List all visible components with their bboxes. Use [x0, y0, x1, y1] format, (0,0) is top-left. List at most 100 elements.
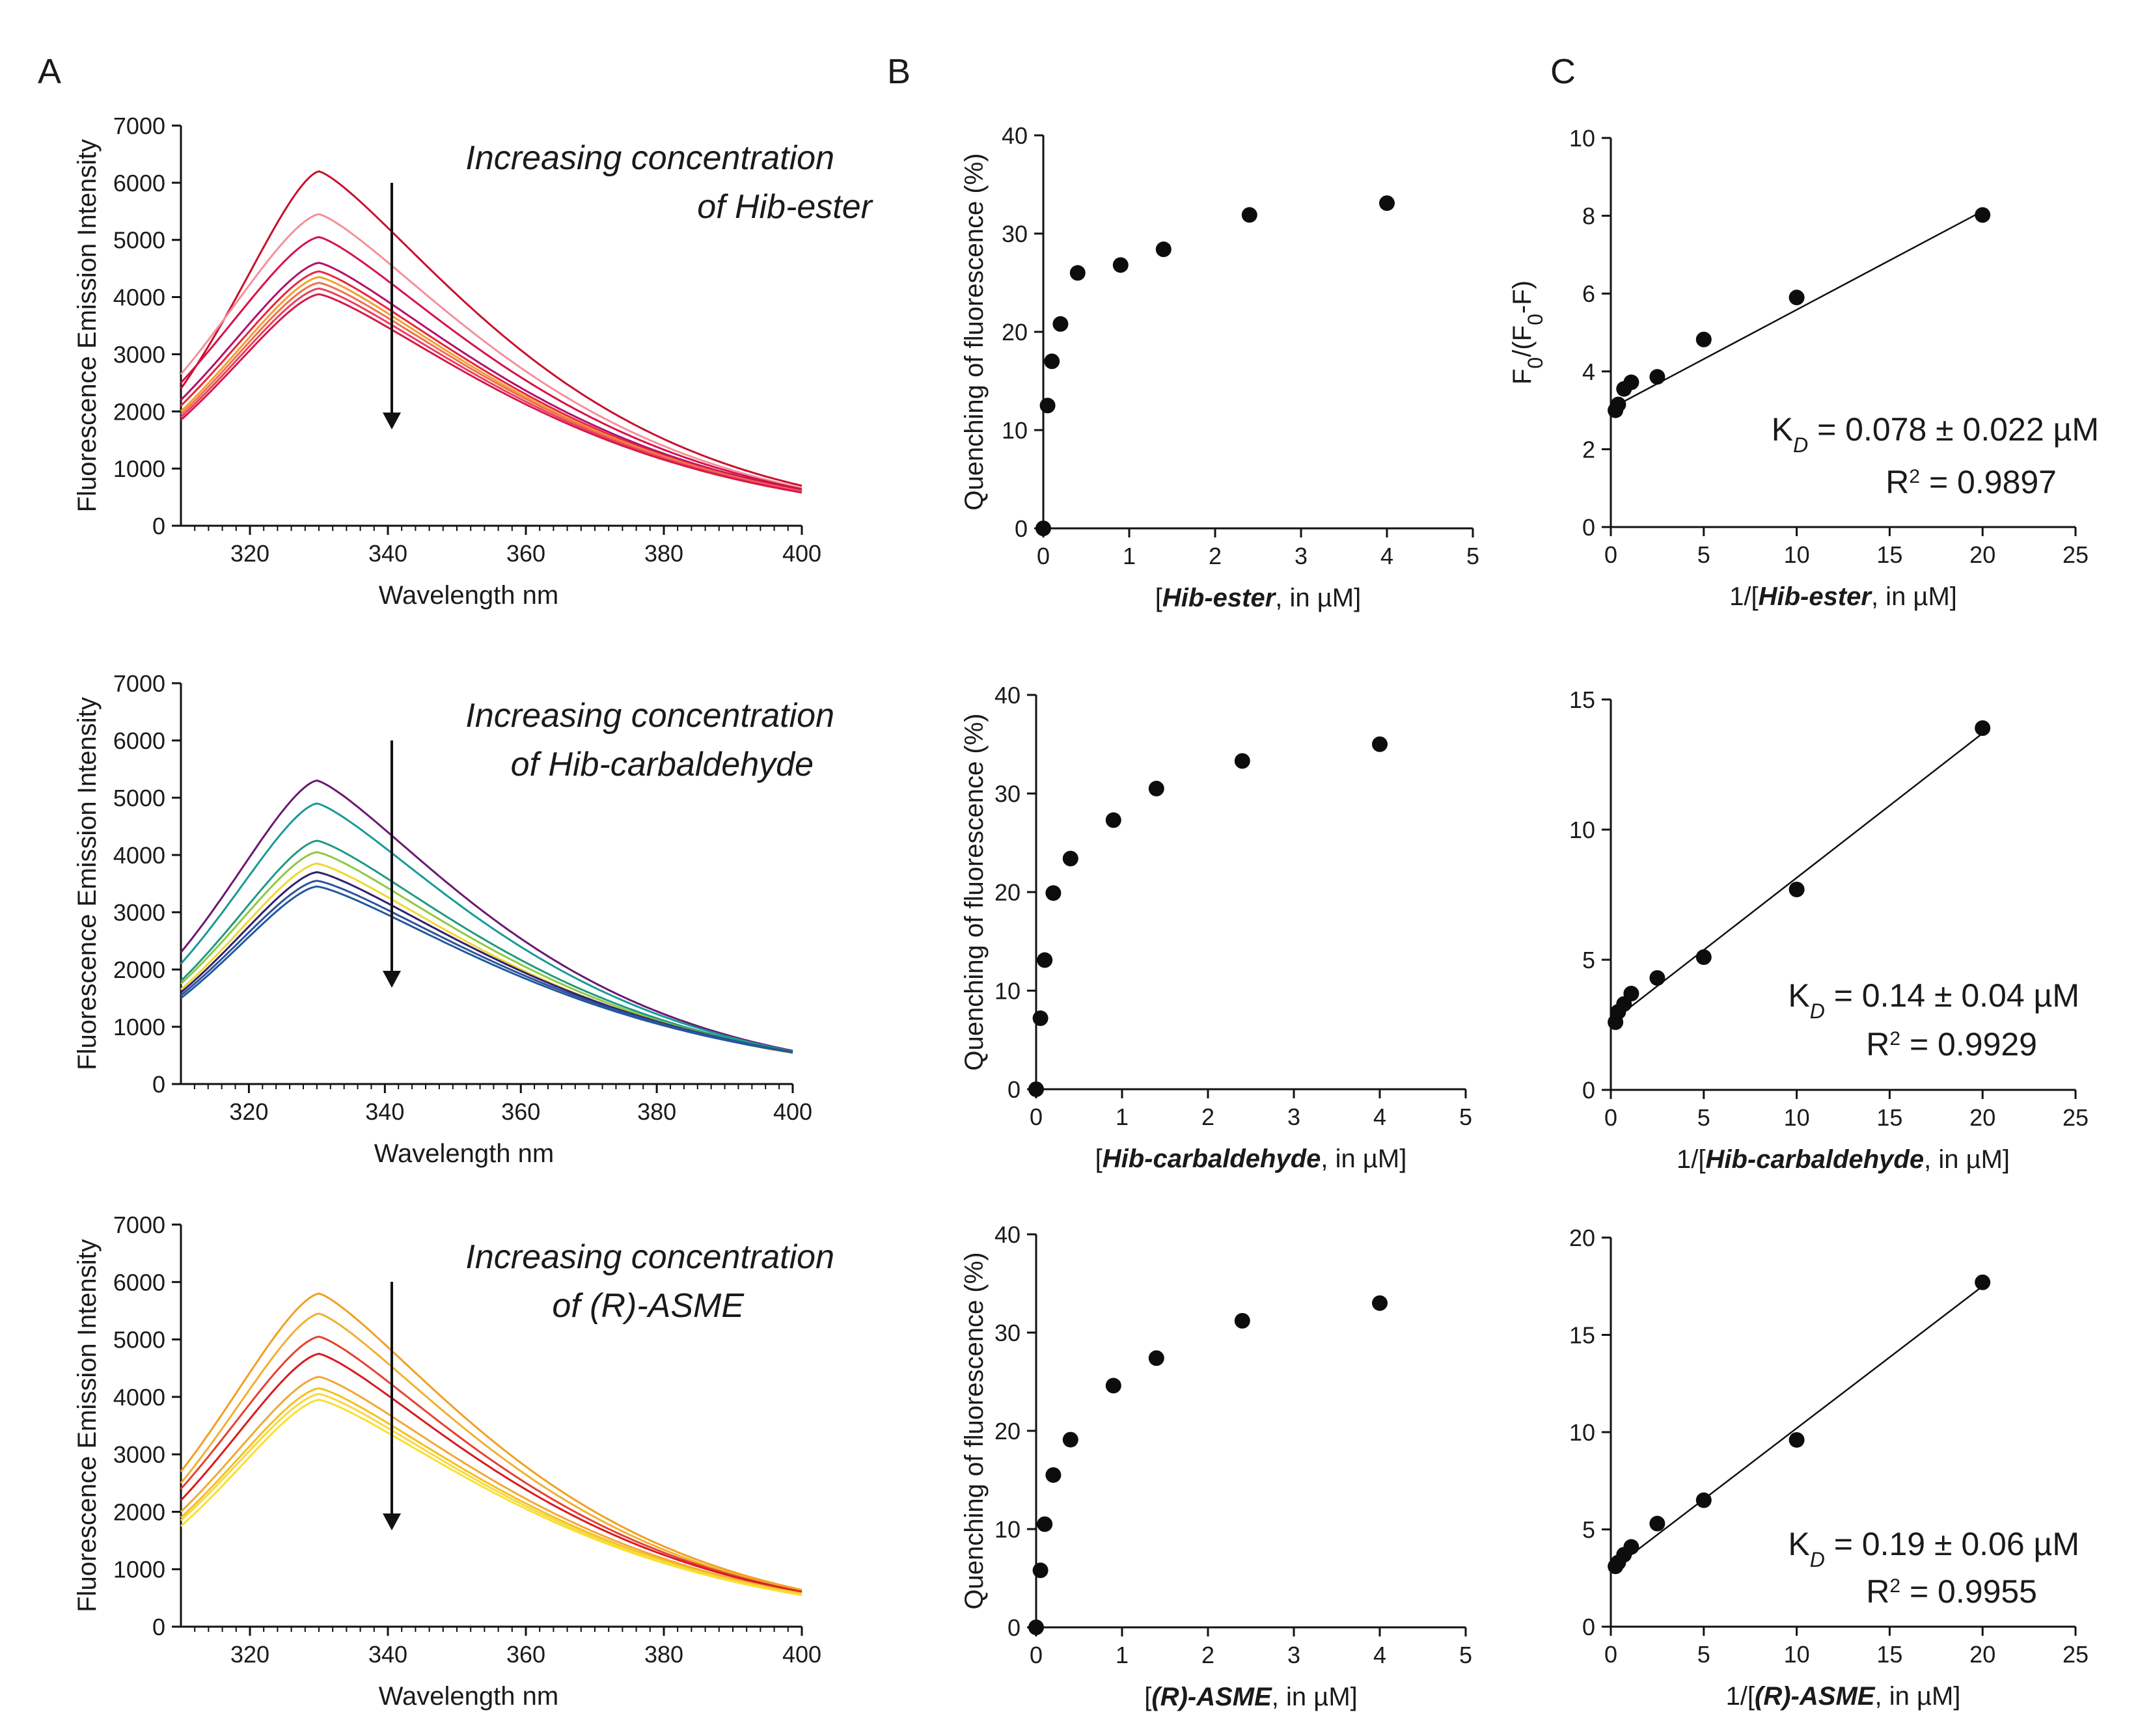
data-point	[1379, 195, 1395, 211]
y-tick-label: 0	[1007, 1076, 1021, 1103]
y-axis-label: Fluorescence Emission Intensity	[73, 139, 102, 513]
x-tick-label: 3	[1287, 1104, 1300, 1130]
x-tick-label: 25	[2063, 1641, 2089, 1668]
annotation-line-2: of Hib-carbaldehyde	[511, 746, 814, 783]
spectrum-line-c5	[180, 270, 802, 492]
r-squared-value: R2 = 0.9955	[1866, 1573, 2037, 1610]
x-axis-label: 1/[Hib-carbaldehyde, in µM]	[1677, 1145, 2010, 1174]
y-tick-label: 20	[994, 879, 1021, 906]
spectrum-line-c1	[180, 170, 802, 487]
data-point	[1623, 374, 1639, 390]
x-axis-label: Wavelength nm	[374, 1139, 554, 1168]
y-tick-label: 2	[1582, 436, 1595, 463]
panel-letter-b: B	[887, 52, 911, 91]
arrow-head	[383, 1513, 401, 1530]
x-tick-label: 380	[637, 1098, 676, 1125]
spectrum-line-c2	[180, 802, 793, 1053]
y-tick-label: 4000	[113, 842, 165, 869]
data-point	[1105, 812, 1121, 828]
x-tick-label: 5	[1459, 1642, 1472, 1668]
y-tick-label: 20	[1002, 319, 1028, 346]
chart-a3: 320 340 360 380 4000100020003000400050006000…	[73, 1212, 834, 1711]
y-axis-label: Fluorescence Emission Intensity	[73, 1239, 102, 1612]
data-point	[1062, 1431, 1078, 1448]
data-point	[1695, 949, 1712, 965]
y-tick-label: 0	[1007, 1614, 1021, 1641]
x-tick-label: 5	[1466, 543, 1479, 569]
annotation-line-1: Increasing concentration	[465, 697, 834, 735]
y-tick-label: 6000	[113, 1269, 165, 1295]
y-tick-label: 0	[1582, 1077, 1595, 1104]
y-tick-label: 3000	[113, 899, 165, 926]
data-point	[1037, 1516, 1053, 1532]
y-tick-label: 0	[1015, 515, 1028, 542]
x-tick-label: 4	[1373, 1104, 1386, 1130]
y-tick-label: 2000	[113, 398, 165, 425]
data-point	[1045, 1467, 1062, 1483]
y-tick-label: 5	[1582, 1517, 1595, 1543]
x-tick-label: 1	[1116, 1642, 1129, 1668]
y-tick-label: 6000	[113, 170, 165, 197]
annotation-line-1: Increasing concentration	[465, 139, 834, 177]
y-axis-label: Quenching of fluorescence (%)	[960, 1252, 989, 1609]
kd-value: KD = 0.078 ± 0.022 µM	[1772, 411, 2099, 457]
data-point	[1695, 331, 1712, 347]
fit-line	[1610, 733, 1983, 1023]
y-tick-label: 30	[994, 1320, 1021, 1346]
chart-b3: 0 1 2 3 4 5 0 10 20 30 40 [(R)-ASME, in µM] Quenchin…	[960, 1221, 1472, 1711]
y-tick-label: 15	[1569, 1322, 1595, 1349]
x-tick-label: 320	[230, 1641, 269, 1668]
data-point	[1028, 1081, 1044, 1097]
data-point	[1372, 1295, 1388, 1311]
spectrum-line-c8	[180, 885, 793, 1054]
data-point	[1035, 521, 1051, 536]
data-point	[1623, 1539, 1639, 1555]
data-point	[1372, 736, 1388, 752]
x-tick-label: 15	[1876, 1641, 1902, 1668]
chart-b2: 0 1 2 3 4 5 0 10 20 30 40 [Hib-carbaldehyde, in µM]…	[960, 682, 1472, 1173]
x-tick-label: 10	[1784, 1641, 1810, 1668]
x-tick-label: 340	[365, 1098, 404, 1125]
data-point	[1028, 1620, 1044, 1635]
annotation-line-2: of Hib-ester	[697, 188, 873, 226]
y-tick-label: 40	[1002, 122, 1028, 149]
y-tick-label: 7000	[113, 113, 165, 139]
data-point	[1241, 207, 1257, 223]
x-tick-label: 360	[501, 1098, 540, 1125]
x-axis-label: [Hib-carbaldehyde, in µM]	[1095, 1145, 1407, 1173]
spectrum-line-c1	[180, 1292, 802, 1591]
spectrum-line-c3	[180, 1335, 802, 1593]
spectrum-line-c3	[180, 839, 793, 1053]
y-tick-label: 10	[1002, 417, 1028, 444]
y-tick-label: 1000	[113, 455, 165, 482]
spectrum-line-c7	[180, 282, 802, 493]
x-tick-label: 20	[1969, 541, 1995, 568]
data-point	[1975, 207, 1991, 223]
spectrum-line-c7	[180, 880, 793, 1053]
y-tick-label: 6	[1582, 280, 1595, 307]
spectrum-line-c1	[180, 780, 793, 1052]
y-tick-label: 3000	[113, 341, 165, 368]
y-tick-label: 10	[994, 978, 1021, 1005]
x-tick-label: 1	[1116, 1104, 1129, 1130]
spectrum-line-c5	[180, 1376, 802, 1595]
y-tick-label: 1000	[113, 1014, 165, 1040]
y-tick-label: 10	[1569, 1419, 1595, 1446]
chart-c3: 0 5 10 15 20 25 0 5 10 15 20 1/[(R)-ASME, in µM] KD …	[1569, 1225, 2089, 1711]
chart-a2: 320 340 360 380 4000100020003000400050006000…	[73, 670, 834, 1168]
y-axis-label: F0/(F0-F)	[1508, 280, 1547, 385]
spectrum-line-c4	[180, 262, 802, 491]
kd-value: KD = 0.19 ± 0.06 µM	[1788, 1526, 2079, 1571]
panel-letter-a: A	[38, 52, 61, 91]
data-point	[1975, 720, 1991, 736]
x-tick-label: 25	[2063, 541, 2089, 568]
x-tick-label: 10	[1784, 541, 1810, 568]
x-tick-label: 4	[1380, 543, 1393, 569]
spectrum-line-c6	[180, 1387, 802, 1595]
x-axis-label: Wavelength nm	[379, 1682, 558, 1711]
y-tick-label: 7000	[113, 670, 165, 697]
data-point	[1975, 1274, 1991, 1290]
x-tick-label: 400	[773, 1098, 812, 1125]
y-tick-label: 0	[152, 1071, 165, 1098]
